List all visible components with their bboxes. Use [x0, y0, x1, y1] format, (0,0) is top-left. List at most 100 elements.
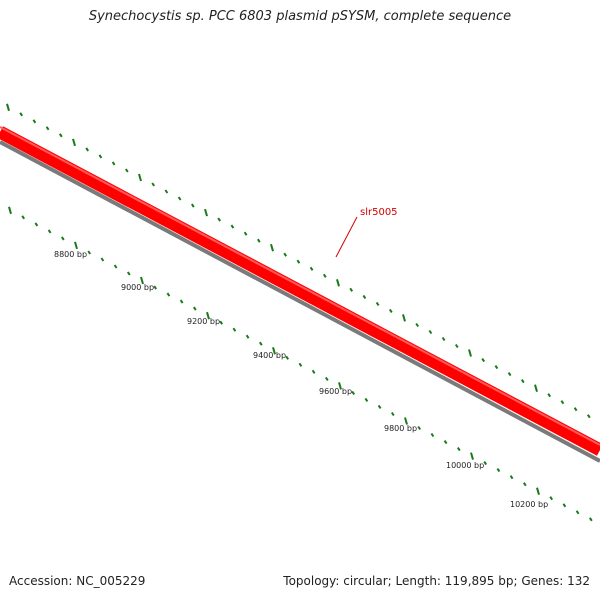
minor-tick: [509, 475, 514, 480]
minor-tick: [232, 327, 237, 332]
minor-tick: [258, 341, 263, 346]
minor-tick: [441, 336, 446, 342]
minor-tick: [349, 287, 354, 292]
minor-tick: [58, 133, 63, 138]
minor-tick: [179, 299, 184, 304]
minor-tick: [124, 168, 129, 173]
gene-label-leader: [335, 216, 358, 258]
major-tick: [536, 487, 540, 495]
minor-tick: [322, 273, 327, 278]
minor-tick: [100, 257, 105, 262]
minor-tick: [562, 503, 567, 508]
minor-tick: [481, 358, 486, 363]
minor-tick: [111, 161, 116, 166]
minor-tick: [256, 238, 261, 243]
minor-tick: [126, 271, 131, 276]
minor-tick: [454, 343, 459, 349]
minor-tick: [98, 154, 103, 159]
major-tick: [468, 349, 472, 357]
major-tick: [6, 103, 10, 112]
major-tick: [74, 241, 78, 250]
minor-tick: [377, 404, 382, 409]
minor-tick: [47, 229, 52, 234]
minor-tick: [34, 222, 39, 227]
minor-tick: [520, 379, 525, 384]
minor-tick: [483, 461, 488, 466]
gene-label[interactable]: slr5005: [360, 207, 398, 218]
major-tick: [272, 347, 276, 355]
minor-tick: [243, 231, 248, 236]
tick-row-lower: [8, 206, 593, 522]
minor-tick: [575, 510, 580, 515]
minor-tick: [588, 517, 593, 522]
minor-tick: [351, 390, 356, 395]
major-tick: [534, 384, 538, 392]
minor-tick: [547, 393, 552, 398]
minor-tick: [586, 414, 591, 419]
major-tick: [8, 206, 12, 215]
major-tick: [138, 173, 142, 182]
minor-tick: [364, 397, 369, 402]
minor-tick: [311, 369, 316, 374]
minor-tick: [217, 217, 222, 222]
minor-tick: [430, 432, 435, 438]
minor-tick: [113, 264, 118, 269]
minor-tick: [324, 376, 329, 381]
gene-band-slr5005[interactable]: [0, 126, 600, 456]
major-tick: [402, 314, 406, 322]
major-tick: [72, 138, 76, 147]
bp-label: 9400 bp: [253, 351, 286, 360]
major-tick: [206, 311, 210, 320]
minor-tick: [375, 301, 380, 306]
bp-label: 9600 bp: [319, 387, 352, 396]
minor-tick: [309, 266, 314, 271]
backbone-line: [0, 140, 600, 463]
accession-text: Accession: NC_005229: [9, 574, 146, 588]
minor-tick: [60, 236, 65, 241]
minor-tick: [166, 292, 171, 297]
major-tick: [404, 417, 408, 425]
minor-tick: [151, 182, 156, 187]
minor-tick: [415, 322, 420, 328]
minor-tick: [190, 203, 195, 208]
minor-tick: [428, 329, 433, 335]
bp-label: 10200 bp: [510, 500, 548, 509]
minor-tick: [494, 365, 499, 370]
minor-tick: [177, 196, 182, 201]
gene-band-highlight: [0, 126, 600, 446]
map-title: Synechocystis sp. PCC 6803 plasmid pSYSM…: [88, 9, 512, 24]
minor-tick: [456, 447, 461, 452]
minor-tick: [192, 306, 197, 311]
major-tick: [338, 382, 342, 390]
major-tick: [204, 208, 208, 217]
minor-tick: [21, 215, 26, 220]
tick-row-upper: [6, 103, 591, 419]
bp-label: 10000 bp: [446, 461, 484, 470]
bp-label: 9000 bp: [121, 283, 154, 292]
stats-text: Topology: circular; Length: 119,895 bp; …: [283, 574, 590, 588]
minor-tick: [153, 285, 158, 290]
minor-tick: [443, 440, 448, 445]
minor-tick: [164, 189, 169, 194]
minor-tick: [230, 224, 235, 229]
major-tick: [140, 276, 144, 285]
minor-tick: [549, 496, 554, 501]
minor-tick: [19, 112, 24, 117]
bp-label: 9200 bp: [187, 317, 220, 326]
minor-tick: [388, 308, 393, 313]
minor-tick: [245, 334, 250, 339]
minor-tick: [496, 468, 501, 473]
bp-label: 8800 bp: [54, 250, 87, 259]
minor-tick: [283, 252, 288, 257]
minor-tick: [362, 294, 367, 299]
major-tick: [270, 243, 274, 252]
minor-tick: [85, 147, 90, 152]
minor-tick: [522, 482, 527, 487]
minor-tick: [560, 400, 565, 405]
minor-tick: [417, 425, 422, 431]
bp-label: 9800 bp: [384, 424, 417, 433]
minor-tick: [87, 250, 92, 255]
major-tick: [470, 452, 474, 460]
